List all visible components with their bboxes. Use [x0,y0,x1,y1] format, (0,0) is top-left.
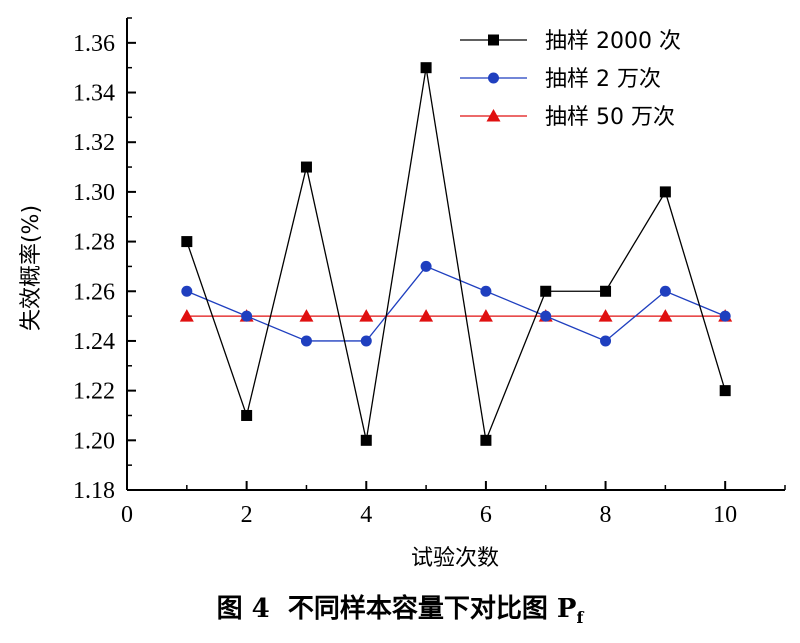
y-tick-label: 1.18 [73,478,115,504]
x-tick-label: 8 [600,502,612,528]
x-tick-label: 0 [121,502,133,528]
y-tick-label: 1.28 [73,230,115,256]
series-3 [179,309,733,322]
data-point [420,260,432,272]
data-point [600,335,612,347]
caption-subscript: f [576,608,584,628]
data-point [478,309,493,322]
legend-label: 抽样 2000 次 [545,29,681,54]
figure-caption: 图 4 不同样本容量下对比图 Pf [0,588,800,627]
y-tick-label: 1.26 [73,279,115,305]
data-point [598,309,613,322]
y-tick-label: 1.24 [73,329,115,355]
legend-label: 抽样 50 万次 [545,105,675,130]
legend-item: 抽样 2000 次 [460,29,681,54]
data-point [359,309,374,322]
legend-marker [486,109,501,122]
y-tick-label: 1.20 [73,428,115,454]
data-point [241,409,253,421]
x-axis-title: 试验次数 [411,546,499,571]
y-tick-label: 1.30 [73,180,115,206]
x-tick-label: 2 [241,502,253,528]
data-point [480,285,492,297]
y-tick-label: 1.34 [73,81,115,107]
y-tick-label: 1.36 [73,31,115,57]
data-point [241,310,253,322]
data-point [179,309,194,322]
series-line [186,67,726,443]
y-axis-title: 失效概率(%) [19,205,44,331]
data-point [420,62,432,74]
x-tick-label: 4 [360,502,372,528]
y-tick-label: 1.22 [73,379,115,405]
data-point [299,309,314,322]
legend-item: 抽样 2 万次 [460,67,661,92]
data-point [719,385,731,397]
legend-item: 抽样 50 万次 [460,105,675,130]
data-point [540,310,552,322]
data-point [300,161,312,173]
legend-label: 抽样 2 万次 [545,67,661,92]
caption-prefix: 图 4 [216,594,270,624]
data-point [360,335,372,347]
legend-marker [488,34,499,46]
series-line [186,265,726,342]
series-2 [181,260,731,347]
series-layer [179,62,733,446]
data-point [659,285,671,297]
data-point [659,186,671,198]
data-point [419,309,434,322]
data-point [600,285,612,297]
data-point [480,434,492,446]
caption-text: 不同样本容量下对比图 P [287,594,577,624]
axes: 1.18 1.20 1.22 1.24 1.26 1.28 1.30 1.32 1.34 1.36… [73,17,786,528]
data-point [300,335,312,347]
legend-marker [488,72,499,84]
x-tick-label: 10 [713,502,737,528]
y-tick-label: 1.32 [73,130,115,156]
series-1 [181,62,731,446]
data-point [658,309,673,322]
x-tick-label: 6 [480,502,492,528]
data-point [719,310,731,322]
data-point [181,236,193,248]
chart: 1.18 1.20 1.22 1.24 1.26 1.28 1.30 1.32 1.34 1.36… [19,17,786,571]
data-point [181,285,193,297]
data-point [540,285,552,297]
data-point [360,434,372,446]
